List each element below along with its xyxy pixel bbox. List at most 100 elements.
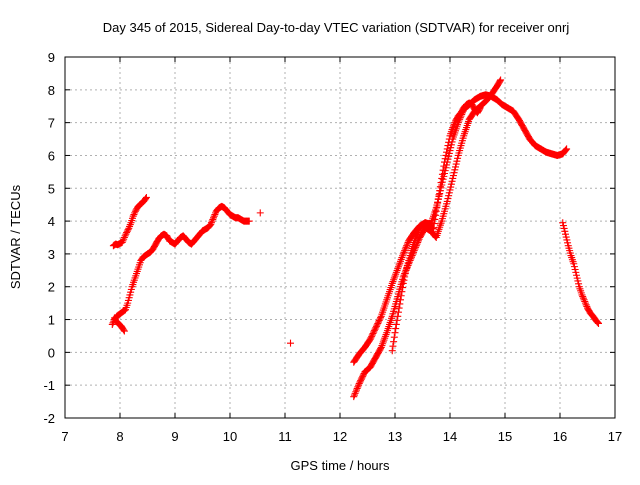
y-tick-label: 6 <box>48 148 55 163</box>
data-point <box>209 215 217 223</box>
data-point <box>450 120 458 128</box>
data-point <box>413 230 421 238</box>
x-tick-label: 8 <box>116 429 123 444</box>
data-point <box>476 104 484 112</box>
data-point <box>476 105 484 113</box>
data-point <box>377 345 385 353</box>
data-point <box>443 145 451 153</box>
data-point <box>435 191 443 199</box>
data-point <box>397 292 405 300</box>
data-point <box>579 294 587 302</box>
data-point <box>131 209 139 217</box>
data-point <box>256 209 264 217</box>
data-point <box>563 145 571 153</box>
data-point <box>431 215 439 223</box>
data-point <box>211 211 219 219</box>
data-point <box>393 316 401 324</box>
data-point <box>403 242 411 250</box>
y-axis-label: SDTVAR / TECUs <box>8 184 23 289</box>
data-point <box>496 77 504 85</box>
data-point <box>440 162 448 170</box>
x-tick-label: 11 <box>278 429 292 444</box>
data-point <box>578 291 586 299</box>
data-point <box>130 211 138 219</box>
series-sat-d <box>350 91 571 366</box>
data-point <box>120 234 128 241</box>
data-point <box>120 327 128 335</box>
data-point <box>433 203 441 211</box>
x-tick-label: 7 <box>61 429 68 444</box>
data-point <box>210 214 217 222</box>
data-point <box>401 270 409 278</box>
data-point <box>120 326 128 334</box>
data-point <box>399 250 407 258</box>
data-point <box>436 187 444 195</box>
y-tick-label: 0 <box>48 345 55 360</box>
data-point <box>390 333 398 341</box>
series-sat-f <box>388 99 484 355</box>
data-point <box>118 238 126 246</box>
data-point <box>108 320 116 328</box>
x-tick-label: 9 <box>171 429 178 444</box>
y-tick-label: -1 <box>43 378 55 393</box>
data-point <box>595 319 602 327</box>
data-point <box>438 170 446 178</box>
data-point <box>394 312 402 320</box>
data-point <box>401 245 409 253</box>
data-point <box>414 229 422 237</box>
data-point <box>432 211 440 219</box>
series-sat-a <box>109 193 150 250</box>
data-point <box>124 226 132 234</box>
data-point <box>354 383 362 391</box>
data-point <box>389 342 397 350</box>
data-point <box>399 279 407 287</box>
series-sat-g <box>559 219 602 327</box>
data-point <box>445 135 453 143</box>
chart-title: Day 345 of 2015, Sidereal Day-to-day VTE… <box>103 20 570 35</box>
data-point <box>401 247 409 255</box>
data-point <box>403 240 411 248</box>
x-tick-label: 16 <box>553 429 567 444</box>
data-point <box>438 174 446 182</box>
data-point <box>582 301 590 309</box>
data-point <box>245 217 253 225</box>
data-point <box>210 212 218 220</box>
data-point <box>353 386 360 394</box>
data-point <box>430 220 438 228</box>
data-point <box>122 230 130 238</box>
data-point <box>355 381 363 389</box>
data-point <box>400 276 408 284</box>
data-point <box>207 219 215 227</box>
data-point <box>353 384 361 392</box>
x-axis-label: GPS time / hours <box>291 458 390 473</box>
data-point <box>432 207 440 215</box>
data-point <box>445 138 453 146</box>
x-tick-label: 12 <box>333 429 347 444</box>
x-tick-label: 15 <box>498 429 512 444</box>
data-point <box>562 146 570 154</box>
y-tick-label: 4 <box>48 214 55 229</box>
data-point <box>442 151 450 159</box>
x-tick-label: 13 <box>388 429 402 444</box>
data-point <box>449 124 457 132</box>
series-sat-e <box>350 76 505 401</box>
y-tick-label: 2 <box>48 280 55 295</box>
x-tick-label: 17 <box>608 429 622 444</box>
data-point <box>392 325 400 333</box>
data-point <box>430 224 437 232</box>
data-point <box>400 248 408 256</box>
data-point <box>436 183 444 191</box>
data-point <box>121 232 129 240</box>
x-tick-label: 14 <box>443 429 457 444</box>
data-point <box>395 304 403 312</box>
data-point <box>208 217 216 225</box>
y-tick-label: 8 <box>48 83 55 98</box>
data-point <box>441 155 449 163</box>
data-point <box>581 297 589 305</box>
data-point <box>439 166 447 174</box>
data-point <box>397 296 404 304</box>
data-point <box>437 179 445 187</box>
data-point <box>207 220 215 228</box>
data-point <box>119 237 127 245</box>
